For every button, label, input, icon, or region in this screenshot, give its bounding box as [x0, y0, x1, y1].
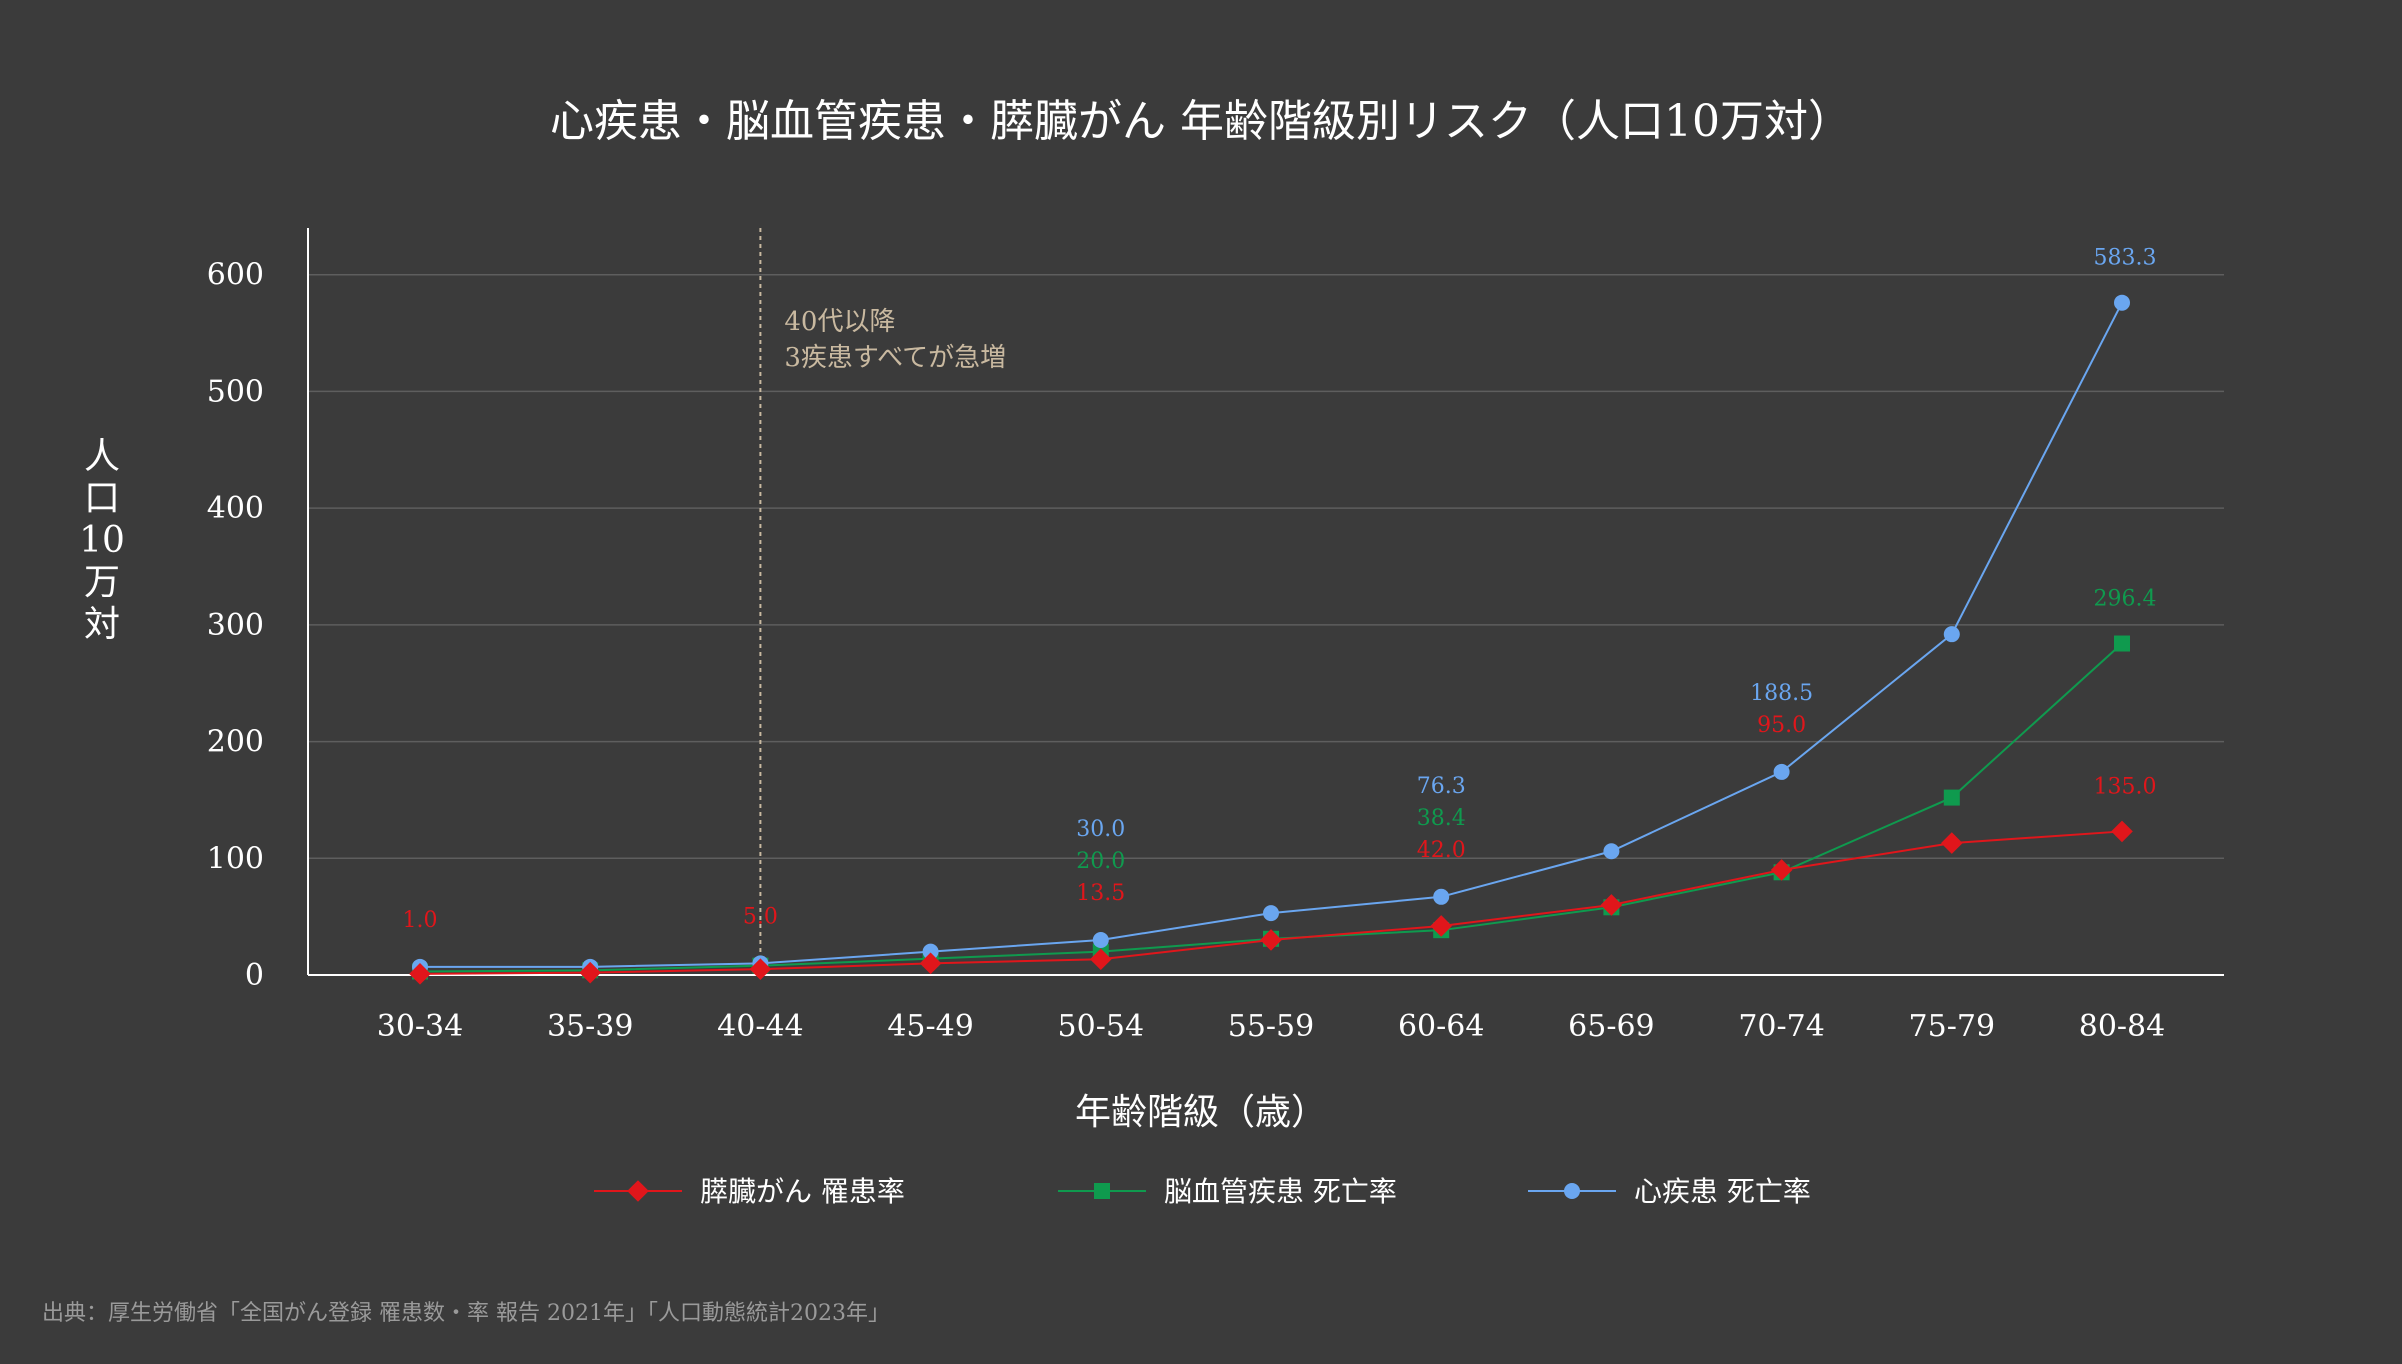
y-axis-title-char: 口: [84, 478, 120, 519]
series-line: [419, 642, 2123, 973]
y-axis-title: 人口10万対: [79, 436, 125, 645]
series-group: 1.0 5.0 30.0 20.0 13.5 76.3 38.4 42.0 188.5 95.0 5…: [403, 246, 2157, 985]
data-point: [1770, 859, 1793, 881]
x-tick-label: 50-54: [1058, 1009, 1144, 1044]
x-tick-label: 40-44: [717, 1009, 803, 1044]
legend-item-2: 心疾患 死亡率: [1528, 1175, 1811, 1208]
data-point: [1943, 789, 1960, 806]
data-point: [1941, 832, 1963, 854]
y-tick-labels: 0 100 200 300 400 500 600: [207, 258, 264, 993]
data-label: 30.0: [1076, 817, 1125, 842]
legend-item-0: 膵臓がん 罹患率: [594, 1175, 905, 1208]
annotation-text-2: 3疾患すべてが急増: [784, 343, 1006, 373]
data-point: [749, 958, 772, 980]
source-note: 出典：厚生労働省「全国がん登録 罹患数・率 報告 2021年」「人口動態統計20…: [42, 1301, 890, 1326]
series-2: [412, 294, 2130, 975]
data-labels: 1.0 5.0 30.0 20.0 13.5 76.3 38.4 42.0 188.5 95.0 5…: [403, 246, 2157, 933]
data-point: [1260, 929, 1282, 951]
series-line: [419, 830, 2123, 975]
data-point: [1773, 763, 1790, 780]
y-axis-title-char: 10: [79, 520, 125, 561]
data-label: 135.0: [2094, 774, 2157, 799]
series-line: [420, 302, 2123, 968]
data-label: 583.3: [2094, 246, 2157, 271]
data-label: 296.4: [2094, 587, 2157, 612]
legend: 膵臓がん 罹患率 脳血管疾患 死亡率 心疾患 死亡率: [594, 1175, 1811, 1208]
y-axis-title-char: 人: [84, 436, 120, 477]
y-tick-label: 400: [207, 491, 264, 526]
annotation: 40代以降 3疾患すべてが急増: [759, 228, 1006, 975]
data-label: 20.0: [1076, 849, 1125, 874]
data-label: 76.3: [1417, 774, 1466, 799]
y-tick-label: 100: [207, 841, 264, 876]
grid: [308, 273, 2224, 860]
data-label: 38.4: [1417, 806, 1466, 831]
data-label: 95.0: [1757, 713, 1806, 738]
data-point: [2111, 820, 2133, 843]
data-point: [579, 961, 601, 984]
legend-marker: [627, 1180, 649, 1202]
data-label: 5.0: [743, 904, 778, 929]
data-point: [1433, 888, 1450, 905]
legend-marker: [1094, 1183, 1110, 1199]
legend-label: 膵臓がん 罹患率: [700, 1175, 905, 1208]
y-axis-title-char: 万: [84, 562, 120, 603]
data-point: [2114, 294, 2130, 311]
y-tick-label: 300: [207, 608, 264, 643]
y-tick-label: 500: [207, 374, 264, 409]
data-label: 42.0: [1417, 838, 1466, 863]
data-point: [922, 943, 939, 960]
data-point: [1600, 894, 1623, 916]
y-tick-label: 0: [245, 958, 264, 993]
data-point: [1943, 626, 1960, 643]
data-point: [919, 952, 942, 975]
x-tick-label: 80-84: [2079, 1009, 2165, 1044]
data-label: 188.5: [1750, 681, 1813, 706]
x-tick-label: 65-69: [1568, 1009, 1654, 1044]
x-tick-labels: 30-34 35-39 40-44 45-49 50-54 55-59 60-64 65-69…: [377, 1009, 2165, 1044]
chart-title: 心疾患・脳血管疾患・膵臓がん 年齢階級別リスク（人口10万対）: [550, 96, 1852, 147]
legend-item-1: 脳血管疾患 死亡率: [1058, 1175, 1397, 1208]
x-tick-label: 70-74: [1738, 1009, 1824, 1044]
y-tick-label: 600: [207, 258, 264, 293]
legend-label: 脳血管疾患 死亡率: [1164, 1175, 1397, 1208]
axes: [307, 228, 2224, 976]
y-axis-title-char: 対: [84, 604, 120, 645]
x-tick-label: 35-39: [547, 1009, 633, 1044]
x-tick-label: 75-79: [1909, 1009, 1995, 1044]
data-point: [2114, 635, 2130, 652]
x-tick-label: 60-64: [1398, 1009, 1484, 1044]
annotation-text-1: 40代以降: [784, 307, 895, 337]
series-0: [409, 820, 2133, 985]
data-label: 13.5: [1076, 881, 1125, 906]
data-label: 1.0: [403, 908, 438, 933]
data-point: [1263, 905, 1279, 922]
series-1: [412, 635, 2130, 980]
x-tick-label: 45-49: [887, 1009, 973, 1044]
x-tick-label: 30-34: [377, 1009, 463, 1044]
x-axis-title: 年齢階級（歳）: [1075, 1092, 1327, 1133]
data-point: [1603, 843, 1620, 860]
data-point: [409, 963, 431, 985]
y-tick-label: 200: [207, 725, 264, 760]
x-tick-label: 55-59: [1228, 1009, 1314, 1044]
legend-marker: [1564, 1183, 1580, 1199]
legend-label: 心疾患 死亡率: [1634, 1175, 1811, 1208]
data-point: [1092, 931, 1109, 948]
data-point: [1430, 915, 1452, 937]
data-point: [1090, 948, 1112, 971]
